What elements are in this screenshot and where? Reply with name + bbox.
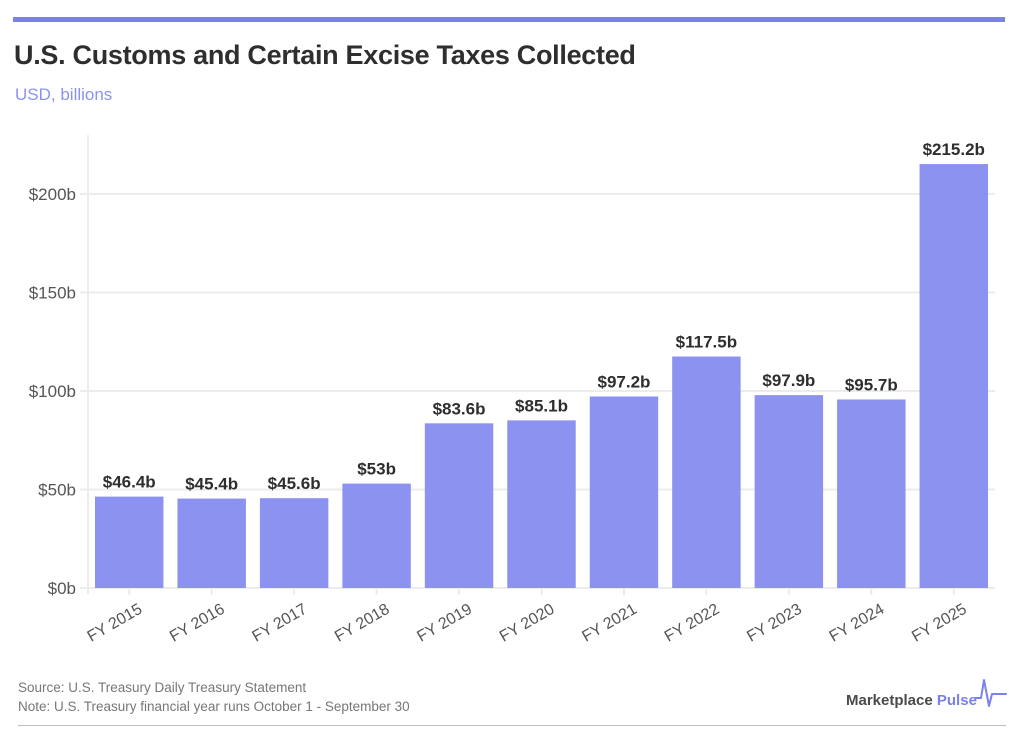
bar [177,498,246,588]
data-label: $97.9b [762,371,815,390]
x-tick-label: FY 2021 [579,601,640,646]
bar [259,498,329,588]
data-label: $83.6b [433,399,486,418]
data-label: $215.2b [923,140,985,159]
data-label: $85.1b [515,396,568,415]
pulse-icon [975,679,1007,707]
bar [589,396,659,588]
y-tick-label: $50b [38,481,76,500]
x-tick-label: FY 2017 [249,601,310,646]
bottom-rule [18,725,1006,726]
x-tick-label: FY 2016 [167,601,228,646]
bar [754,395,824,588]
x-tick-label: FY 2022 [662,601,723,646]
brand-name-part1: Marketplace [846,692,933,709]
brand-logo: Marketplace Pulse [846,692,977,709]
data-label: $46.4b [103,473,156,492]
bar [919,164,988,588]
y-tick-label: $200b [29,185,76,204]
brand-name-part2: Pulse [936,692,977,709]
bar [424,423,494,588]
bar [342,483,411,588]
data-label: $97.2b [597,373,650,392]
footer-source: Source: U.S. Treasury Daily Treasury Sta… [18,680,307,695]
x-tick-label: FY 2018 [332,601,393,646]
y-tick-label: $100b [29,382,76,401]
data-label: $45.6b [268,474,321,493]
data-label: $117.5b [676,333,737,352]
x-tick-label: FY 2015 [85,601,146,646]
chart-title: U.S. Customs and Certain Excise Taxes Co… [14,40,636,70]
data-label: $53b [357,460,396,479]
x-tick-label: FY 2025 [909,601,970,646]
x-tick-label: FY 2019 [414,601,475,646]
data-label: $95.7b [845,375,898,394]
y-tick-label: $0b [48,579,76,598]
x-tick-label: FY 2024 [827,601,888,646]
bar [95,496,164,588]
bar [672,356,741,588]
y-tick-label: $150b [29,284,76,303]
x-tick-label: FY 2023 [744,601,805,646]
chart-subtitle: USD, billions [15,85,113,104]
bar [837,399,906,588]
bar [507,420,576,588]
x-tick-label: FY 2020 [497,601,558,646]
top-accent-rule [13,17,1005,22]
bar-chart: $0b $50b $100b $150b $200b $46.4b FY 2015 $45.4… [29,135,995,646]
data-label: $45.4b [185,475,238,494]
footer-note: Note: U.S. Treasury financial year runs … [18,699,410,714]
